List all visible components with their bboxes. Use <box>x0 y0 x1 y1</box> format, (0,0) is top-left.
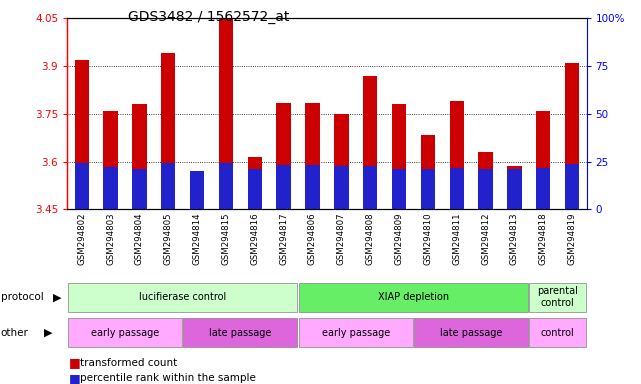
Bar <box>190 173 204 209</box>
Text: GDS3482 / 1562572_at: GDS3482 / 1562572_at <box>128 10 290 23</box>
Text: GSM294805: GSM294805 <box>163 213 173 265</box>
Bar <box>219 163 233 209</box>
Bar <box>565 63 579 209</box>
Bar <box>103 167 118 209</box>
Text: ▶: ▶ <box>44 328 52 338</box>
Bar <box>68 318 182 347</box>
Text: percentile rank within the sample: percentile rank within the sample <box>80 373 256 383</box>
Bar <box>449 101 464 209</box>
Bar <box>565 164 579 209</box>
Bar <box>132 104 147 209</box>
Text: other: other <box>1 328 28 338</box>
Text: control: control <box>541 328 574 338</box>
Bar <box>132 169 147 209</box>
Text: GSM294817: GSM294817 <box>279 213 288 265</box>
Bar <box>305 165 320 209</box>
Bar <box>68 283 297 312</box>
Bar <box>363 76 378 209</box>
Text: GSM294802: GSM294802 <box>77 213 87 265</box>
Bar <box>183 318 297 347</box>
Text: GSM294814: GSM294814 <box>192 213 202 265</box>
Bar <box>420 134 435 209</box>
Text: GSM294806: GSM294806 <box>308 213 317 265</box>
Bar <box>536 111 551 209</box>
Bar <box>299 283 528 312</box>
Bar <box>161 163 176 209</box>
Text: parental
control: parental control <box>537 286 578 308</box>
Text: early passage: early passage <box>91 328 159 338</box>
Text: GSM294819: GSM294819 <box>567 213 577 265</box>
Bar <box>392 169 406 209</box>
Bar <box>529 318 586 347</box>
Text: XIAP depletion: XIAP depletion <box>378 292 449 302</box>
Bar <box>363 166 378 209</box>
Text: GSM294803: GSM294803 <box>106 213 115 265</box>
Text: ▶: ▶ <box>53 292 61 302</box>
Text: GSM294807: GSM294807 <box>337 213 346 265</box>
Text: GSM294812: GSM294812 <box>481 213 490 265</box>
Bar <box>276 103 291 209</box>
Bar <box>247 157 262 209</box>
Bar <box>247 169 262 209</box>
Text: early passage: early passage <box>322 328 390 338</box>
Text: lucifierase control: lucifierase control <box>139 292 226 302</box>
Bar <box>74 163 89 209</box>
Text: GSM294809: GSM294809 <box>394 213 404 265</box>
Text: ■: ■ <box>69 356 80 369</box>
Text: late passage: late passage <box>440 328 503 338</box>
Text: protocol: protocol <box>1 292 44 302</box>
Text: late passage: late passage <box>209 328 272 338</box>
Text: GSM294810: GSM294810 <box>423 213 433 265</box>
Bar <box>276 165 291 209</box>
Bar <box>74 60 89 209</box>
Text: transformed count: transformed count <box>80 358 178 368</box>
Bar <box>219 18 233 209</box>
Bar <box>334 166 349 209</box>
Text: GSM294804: GSM294804 <box>135 213 144 265</box>
Text: GSM294815: GSM294815 <box>221 213 231 265</box>
Bar <box>536 167 551 209</box>
Bar <box>305 103 320 209</box>
Bar <box>334 114 349 209</box>
Bar <box>449 167 464 209</box>
Bar <box>392 104 406 209</box>
Text: GSM294818: GSM294818 <box>538 213 548 265</box>
Bar <box>414 318 528 347</box>
Bar <box>103 111 118 209</box>
Bar <box>299 318 413 347</box>
Text: GSM294808: GSM294808 <box>365 213 375 265</box>
Bar <box>529 283 586 312</box>
Bar <box>507 166 522 209</box>
Bar <box>478 169 493 209</box>
Text: ■: ■ <box>69 372 80 384</box>
Bar <box>161 53 176 209</box>
Bar <box>190 171 204 209</box>
Bar <box>478 152 493 209</box>
Text: GSM294811: GSM294811 <box>452 213 462 265</box>
Text: GSM294813: GSM294813 <box>510 213 519 265</box>
Bar <box>507 169 522 209</box>
Bar <box>420 169 435 209</box>
Text: GSM294816: GSM294816 <box>250 213 260 265</box>
